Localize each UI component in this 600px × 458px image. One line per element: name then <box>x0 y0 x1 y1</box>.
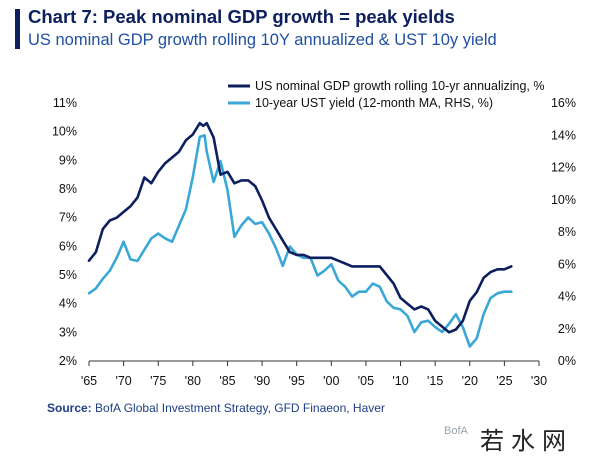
y-left-tick-label: 7% <box>59 211 77 225</box>
source-text: BofA Global Investment Strategy, GFD Fin… <box>95 401 385 415</box>
series-line-ust-yield <box>87 134 513 348</box>
x-tick-label: '10 <box>392 374 408 388</box>
brand-logo: BofA <box>444 425 468 437</box>
x-tick-label: '75 <box>150 374 166 388</box>
series-line-nominal-gdp <box>87 121 513 334</box>
chart-subtitle: US nominal GDP growth rolling 10Y annual… <box>28 31 497 49</box>
y-right-tick-label: 16% <box>551 96 576 110</box>
watermark: 若水网 <box>480 427 573 455</box>
y-left-tick-label: 9% <box>59 153 77 167</box>
legend: US nominal GDP growth rolling 10-yr annu… <box>228 79 545 110</box>
x-tick-label: '85 <box>219 374 235 388</box>
x-tick-label: '25 <box>496 374 512 388</box>
y-left-tick-label: 11% <box>53 96 77 110</box>
x-tick-label: '80 <box>185 374 201 388</box>
y-left-tick-label: 3% <box>59 325 77 339</box>
source-label: Source: <box>47 401 92 415</box>
y-right-tick-label: 6% <box>558 257 576 271</box>
y-left-tick-label: 2% <box>59 354 77 368</box>
x-tick-label: '65 <box>81 374 97 388</box>
y-right-tick-label: 4% <box>558 290 576 304</box>
legend-label-nominal-gdp: US nominal GDP growth rolling 10-yr annu… <box>255 79 545 93</box>
legend-label-ust-yield: 10-year UST yield (12-month MA, RHS, %) <box>255 96 493 110</box>
x-tick-label: '90 <box>254 374 270 388</box>
y-right-tick-label: 10% <box>551 193 576 207</box>
x-tick-label: '95 <box>289 374 305 388</box>
chart-title: Chart 7: Peak nominal GDP growth = peak … <box>28 6 455 27</box>
title-accent-bar <box>15 9 20 49</box>
y-left-tick-label: 5% <box>59 268 77 282</box>
y-right-tick-label: 2% <box>558 322 576 336</box>
x-tick-label: '70 <box>115 374 131 388</box>
y-right-tick-label: 12% <box>551 161 576 175</box>
y-right-tick-label: 8% <box>558 225 576 239</box>
source-note: Source: BofA Global Investment Strategy,… <box>47 401 385 415</box>
x-tick-label: '20 <box>462 374 478 388</box>
x-tick-label: '00 <box>323 374 339 388</box>
axes: '65 '70 '75 '80 '85 '90 '95 '00 '05 '10 '15 '20 '25 '… <box>52 96 576 388</box>
y-right-tick-label: 0% <box>558 354 576 368</box>
x-tick-label: '15 <box>427 374 443 388</box>
y-right-tick-label: 14% <box>551 128 576 142</box>
y-left-tick-label: 10% <box>52 125 77 139</box>
y-left-tick-label: 8% <box>59 182 77 196</box>
x-tick-label: '05 <box>358 374 374 388</box>
y-left-tick-label: 4% <box>59 297 77 311</box>
series-lines <box>87 121 513 348</box>
y-left-tick-label: 6% <box>59 239 77 253</box>
x-tick-label: '30 <box>531 374 547 388</box>
